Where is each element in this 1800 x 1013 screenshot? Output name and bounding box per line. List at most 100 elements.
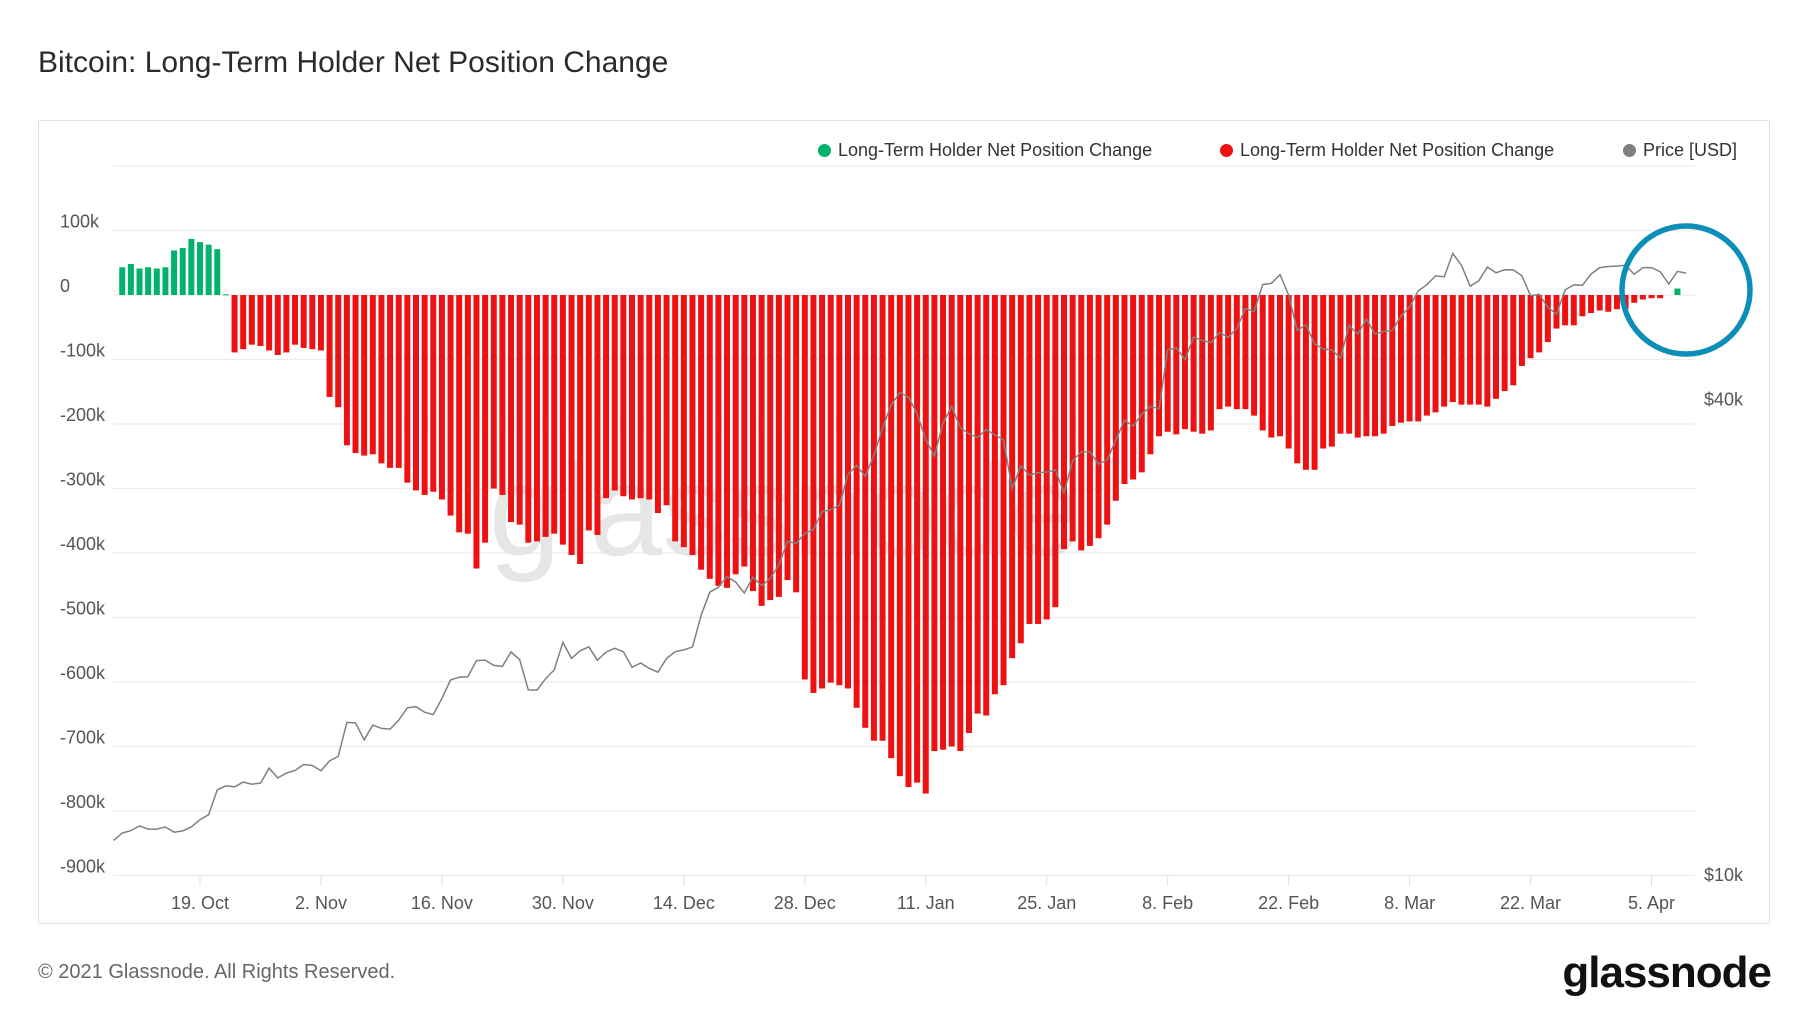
- bar-2021-03-12[interactable]: [1441, 295, 1448, 407]
- bar-2020-12-21[interactable]: [741, 295, 748, 567]
- bar-2021-03-03[interactable]: [1363, 295, 1370, 437]
- bar-2021-03-18[interactable]: [1493, 295, 1499, 399]
- bar-2021-01-28[interactable]: [1069, 295, 1076, 542]
- bar-2020-11-04[interactable]: [335, 295, 342, 408]
- bar-2021-01-16[interactable]: [965, 295, 972, 733]
- bar-2020-12-10[interactable]: [646, 295, 653, 500]
- bar-2021-02-18[interactable]: [1251, 295, 1258, 416]
- bar-2020-11-21[interactable]: [482, 295, 489, 543]
- bar-2021-01-07[interactable]: [888, 295, 895, 759]
- bar-2020-12-25[interactable]: [775, 295, 782, 597]
- bar-2021-03-29[interactable]: [1588, 295, 1595, 314]
- bar-2021-01-13[interactable]: [940, 295, 947, 750]
- bar-2021-03-22[interactable]: [1527, 295, 1534, 359]
- legend-item-price[interactable]: Price [USD]: [1623, 138, 1737, 162]
- bar-2020-10-12[interactable]: [136, 268, 143, 295]
- bar-2021-01-22[interactable]: [1017, 295, 1024, 644]
- bar-2021-04-05[interactable]: [1648, 295, 1655, 299]
- bar-2020-10-17[interactable]: [179, 247, 186, 295]
- bar-2021-01-26[interactable]: [1052, 295, 1059, 608]
- bar-2021-01-02[interactable]: [845, 295, 851, 689]
- bar-2021-03-07[interactable]: [1397, 295, 1404, 423]
- bar-2020-11-11[interactable]: [395, 295, 402, 468]
- bar-2021-02-05[interactable]: [1138, 295, 1145, 473]
- bar-2021-01-08[interactable]: [896, 295, 903, 777]
- bar-2021-01-19[interactable]: [991, 295, 998, 695]
- bar-2020-12-04[interactable]: [594, 295, 601, 535]
- bar-2020-12-26[interactable]: [784, 295, 791, 581]
- bar-2020-12-08[interactable]: [629, 295, 635, 500]
- bar-2020-11-29[interactable]: [551, 295, 558, 534]
- bar-2021-02-12[interactable]: [1199, 295, 1206, 434]
- bar-2020-12-16[interactable]: [698, 295, 705, 570]
- bar-2021-02-19[interactable]: [1259, 295, 1266, 431]
- bar-2020-12-18[interactable]: [715, 295, 722, 586]
- bar-2021-02-17[interactable]: [1242, 295, 1249, 410]
- bar-2021-02-04[interactable]: [1130, 295, 1137, 480]
- bar-2020-10-21[interactable]: [214, 249, 221, 295]
- bar-2021-02-02[interactable]: [1112, 295, 1119, 501]
- bar-2020-11-23[interactable]: [499, 295, 506, 495]
- bar-2021-03-31[interactable]: [1605, 295, 1612, 312]
- bar-2020-10-19[interactable]: [197, 242, 203, 295]
- bar-2020-10-15[interactable]: [162, 267, 169, 295]
- bar-2021-02-03[interactable]: [1121, 295, 1128, 484]
- bar-2020-11-02[interactable]: [317, 295, 324, 351]
- bar-2020-12-01[interactable]: [568, 295, 575, 555]
- bar-2021-03-28[interactable]: [1579, 295, 1586, 317]
- bar-2021-03-04[interactable]: [1372, 295, 1379, 437]
- bar-2021-02-08[interactable]: [1164, 295, 1171, 432]
- bar-2020-12-28[interactable]: [801, 295, 808, 680]
- bar-2021-02-24[interactable]: [1302, 295, 1309, 470]
- bar-2020-12-02[interactable]: [577, 295, 584, 564]
- bar-2021-03-25[interactable]: [1553, 295, 1560, 329]
- bar-2020-12-19[interactable]: [724, 295, 731, 588]
- bar-2020-11-16[interactable]: [438, 295, 445, 500]
- bar-2021-04-04[interactable]: [1639, 295, 1646, 300]
- bar-2021-01-05[interactable]: [870, 295, 877, 741]
- bar-2020-10-28[interactable]: [274, 295, 281, 355]
- bar-2021-02-15[interactable]: [1225, 295, 1232, 407]
- bar-2021-01-27[interactable]: [1061, 295, 1067, 550]
- bar-2021-02-06[interactable]: [1147, 295, 1154, 455]
- bar-2020-12-12[interactable]: [663, 295, 670, 506]
- bar-2020-10-16[interactable]: [171, 250, 178, 295]
- bar-2020-11-14[interactable]: [421, 295, 428, 495]
- bar-2020-11-03[interactable]: [326, 295, 333, 397]
- bar-2021-01-09[interactable]: [905, 295, 912, 788]
- bar-2021-02-10[interactable]: [1181, 295, 1188, 430]
- bar-2021-01-14[interactable]: [948, 295, 955, 747]
- bar-2020-11-20[interactable]: [473, 295, 480, 569]
- bar-2020-11-22[interactable]: [490, 295, 497, 489]
- bar-2020-10-27[interactable]: [266, 295, 273, 351]
- bar-2020-10-26[interactable]: [257, 295, 264, 346]
- bar-2020-12-14[interactable]: [680, 295, 687, 548]
- bar-2021-01-25[interactable]: [1043, 295, 1050, 620]
- bar-2021-03-14[interactable]: [1458, 295, 1465, 405]
- bar-2021-01-03[interactable]: [853, 295, 860, 708]
- bar-2020-12-05[interactable]: [603, 295, 610, 499]
- bar-2020-11-12[interactable]: [404, 295, 411, 483]
- bar-2021-02-23[interactable]: [1294, 295, 1301, 464]
- bar-2021-02-26[interactable]: [1320, 295, 1327, 449]
- bar-2021-01-01[interactable]: [836, 295, 843, 686]
- bar-2020-10-14[interactable]: [153, 268, 160, 295]
- legend-item-lth-positive[interactable]: Long-Term Holder Net Position Change: [818, 138, 1152, 162]
- bar-2020-11-19[interactable]: [464, 295, 471, 534]
- bar-2020-11-06[interactable]: [352, 295, 359, 454]
- bar-2021-03-01[interactable]: [1346, 295, 1353, 434]
- bar-2021-04-06[interactable]: [1657, 295, 1664, 299]
- bar-2020-12-06[interactable]: [611, 295, 618, 491]
- bar-2020-11-25[interactable]: [516, 295, 523, 525]
- bar-2020-12-13[interactable]: [672, 295, 679, 542]
- bar-2021-03-09[interactable]: [1415, 295, 1422, 422]
- bar-2020-11-13[interactable]: [413, 295, 419, 491]
- bar-2021-01-10[interactable]: [914, 295, 921, 783]
- bar-2021-01-20[interactable]: [1000, 295, 1007, 686]
- bar-2020-11-30[interactable]: [559, 295, 566, 545]
- bar-2021-02-16[interactable]: [1233, 295, 1240, 410]
- bar-2020-11-28[interactable]: [542, 295, 549, 537]
- bar-2020-10-23[interactable]: [231, 295, 238, 353]
- bar-2020-12-15[interactable]: [689, 295, 696, 555]
- bar-2020-12-27[interactable]: [793, 295, 800, 593]
